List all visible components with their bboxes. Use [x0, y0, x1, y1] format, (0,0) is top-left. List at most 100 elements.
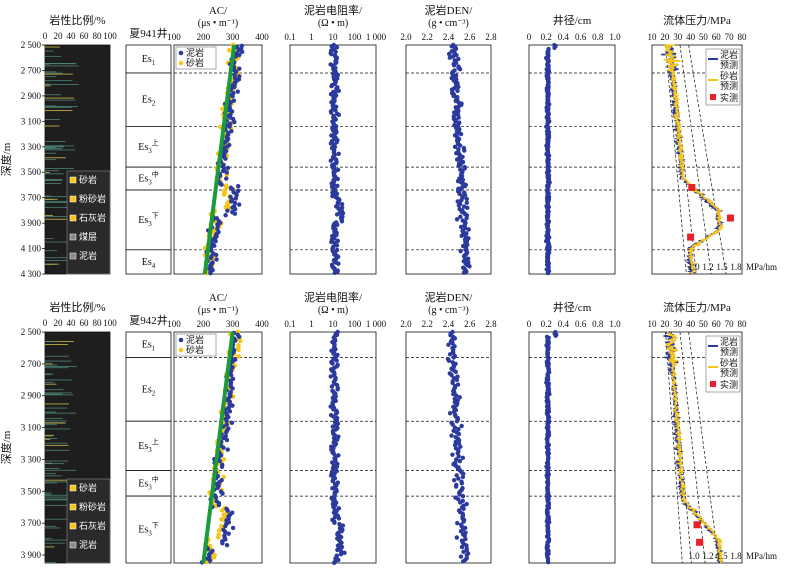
- lithology-band: [45, 438, 51, 440]
- density-point: [454, 217, 460, 222]
- lithology-legend-swatch: [69, 503, 77, 511]
- den-unit: (g • cm⁻³): [428, 305, 469, 316]
- density-point: [458, 528, 464, 534]
- formation-cell: [125, 189, 172, 251]
- pr-tick-label: 10: [648, 32, 658, 42]
- pressure-gradient-unit: MPa/hm: [746, 551, 777, 561]
- density-point: [467, 264, 472, 269]
- lithology-band: [45, 546, 55, 548]
- lithology-band: [45, 496, 68, 498]
- den-tick-label: 2.8: [485, 32, 497, 42]
- lithology-band: [45, 403, 69, 405]
- resistivity-point: [336, 112, 342, 118]
- lithology-band: [45, 449, 70, 451]
- pressure-legend-measured-marker: [710, 381, 716, 387]
- lithology-band: [45, 374, 52, 375]
- ac-mudstone-point: [219, 464, 225, 469]
- depth-tick-label: 3 300: [21, 142, 42, 152]
- den-tick-label: 2.8: [485, 319, 497, 329]
- ac-mudstone-point: [219, 182, 224, 187]
- ac-mudstone-point: [220, 491, 225, 496]
- ac-mudstone-point: [225, 447, 230, 452]
- lithology-band: [45, 106, 78, 107]
- res-tick-label: 0.1: [284, 32, 295, 42]
- density-point: [454, 419, 460, 424]
- lithology-band: [45, 542, 66, 544]
- density-point: [452, 144, 458, 149]
- ac-mudstone-point: [220, 541, 225, 546]
- depth-tick-label: 3 300: [21, 454, 42, 464]
- ac-sandstone-point: [217, 124, 223, 130]
- lithology-band: [45, 147, 56, 148]
- ac-sandstone-point: [216, 534, 221, 540]
- formation-label: Es3上: [138, 138, 159, 155]
- lithology-legend-label: 砂岩: [79, 482, 97, 493]
- formation-label: Es2: [142, 384, 156, 397]
- den-tick-label: 2.4: [443, 319, 455, 329]
- pressure-gradient-label: 1.8: [730, 262, 742, 272]
- ac-mudstone-point: [229, 420, 235, 426]
- resistivity-point: [336, 88, 342, 94]
- ac-sandstone-point: [221, 474, 226, 480]
- lithology-band: [45, 218, 69, 220]
- resistivity-point: [335, 547, 340, 553]
- pressure-legend-sand-label: 砂岩: [720, 70, 738, 81]
- ac-mudstone-point: [224, 542, 230, 548]
- ac-legend-mud-label: 泥岩: [186, 334, 204, 345]
- density-point: [456, 56, 461, 62]
- ac-mudstone-point: [224, 437, 230, 443]
- ac-legend-sand-label: 砂岩: [186, 344, 204, 355]
- depth-axis: 2 500 2 700 2 900 3 100 3 300 3 500 3 700 3 900…: [0, 40, 45, 279]
- lithology-band: [45, 473, 56, 475]
- pressure-legend-measured-label: 实测: [720, 92, 738, 103]
- lithology-band: [45, 200, 69, 202]
- caliper-point: [552, 46, 557, 51]
- lithology-tick-label: 40: [67, 31, 77, 41]
- lithology-legend-swatch: [69, 233, 77, 241]
- pr-tick-label: 20: [660, 32, 670, 42]
- ac-tick-label: 300: [226, 32, 240, 42]
- density-point: [458, 554, 464, 559]
- density-point: [451, 93, 456, 99]
- lithology-legend-swatch: [69, 541, 77, 549]
- density-point: [454, 377, 460, 382]
- ac-mudstone-point: [216, 502, 222, 508]
- depth-tick-label: 3 100: [21, 116, 42, 126]
- density-point: [449, 433, 454, 438]
- lithology-band: [45, 492, 52, 494]
- lithology-band: [45, 475, 62, 477]
- lithology-band: [45, 412, 77, 414]
- depth-tick-label: 3 500: [21, 167, 42, 177]
- cal-track: 井径/cm 0 0.2 0.4 0.6 0.8 1.0: [527, 300, 621, 565]
- lithology-band: [45, 105, 57, 107]
- resistivity-point: [334, 140, 339, 145]
- density-point: [459, 198, 464, 203]
- pressure-measured-point: [726, 214, 734, 222]
- resistivity-point: [328, 110, 334, 115]
- ac-legend-mud-marker: [178, 337, 184, 343]
- res-unit: (Ω • m): [318, 18, 348, 29]
- pr-tick-label: 30: [673, 32, 683, 42]
- density-point: [451, 477, 457, 483]
- resistivity-point: [328, 158, 334, 163]
- ac-mudstone-point: [230, 403, 235, 408]
- density-point: [456, 203, 462, 208]
- ac-mudstone-point: [215, 485, 220, 491]
- density-point: [454, 52, 459, 58]
- lithology-band: [45, 463, 65, 465]
- res-track: 泥岩电阻率/(Ω • m) 0.1 1 10 100 1 000: [284, 290, 387, 566]
- den-frame: [405, 331, 492, 564]
- den-track: 泥岩DEN/(g • cm⁻³) 2.0 2.2 2.4 2.6 2.8: [400, 290, 497, 564]
- lithology-legend-label: 石灰岩: [79, 520, 106, 531]
- lithology-band: [45, 367, 69, 369]
- den-tick-label: 2.6: [464, 319, 476, 329]
- lithology-band: [45, 420, 68, 422]
- density-point: [458, 131, 464, 137]
- lithology-band: [45, 360, 72, 362]
- ac-mudstone-point: [227, 124, 232, 129]
- ac-mudstone-point: [231, 98, 237, 103]
